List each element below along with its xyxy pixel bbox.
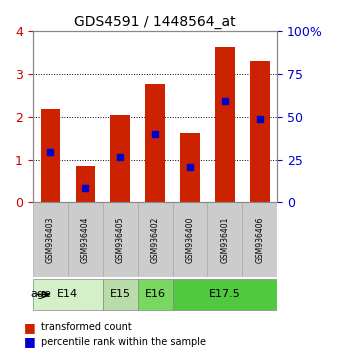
Bar (75, 166, 95, 202)
Text: age: age (30, 290, 51, 299)
Bar (215, 47, 235, 202)
Text: percentile rank within the sample: percentile rank within the sample (41, 337, 206, 347)
FancyBboxPatch shape (138, 279, 172, 310)
Bar (180, 133, 200, 202)
Text: ■: ■ (24, 335, 35, 348)
Bar (145, 84, 165, 202)
Text: GSM936401: GSM936401 (220, 217, 230, 263)
FancyBboxPatch shape (172, 202, 208, 278)
FancyBboxPatch shape (33, 279, 103, 310)
FancyBboxPatch shape (172, 279, 277, 310)
Text: GSM936402: GSM936402 (150, 217, 160, 263)
FancyBboxPatch shape (138, 202, 172, 278)
FancyBboxPatch shape (68, 202, 103, 278)
Bar (250, 61, 269, 202)
Title: GDS4591 / 1448564_at: GDS4591 / 1448564_at (74, 15, 236, 29)
Text: ■: ■ (24, 321, 35, 334)
Bar (41, 109, 60, 202)
FancyBboxPatch shape (242, 202, 277, 278)
Text: E17.5: E17.5 (209, 289, 241, 299)
Text: GSM936406: GSM936406 (256, 217, 264, 263)
FancyBboxPatch shape (103, 279, 138, 310)
Text: E15: E15 (110, 289, 130, 299)
FancyBboxPatch shape (208, 202, 242, 278)
Text: GSM936404: GSM936404 (81, 217, 90, 263)
Bar (111, 115, 130, 202)
Text: E14: E14 (57, 289, 78, 299)
FancyBboxPatch shape (33, 202, 68, 278)
Text: GSM936400: GSM936400 (186, 217, 194, 263)
Text: transformed count: transformed count (41, 322, 131, 332)
Text: GSM936403: GSM936403 (46, 217, 55, 263)
FancyBboxPatch shape (103, 202, 138, 278)
Text: E16: E16 (145, 289, 166, 299)
Text: GSM936405: GSM936405 (116, 217, 125, 263)
